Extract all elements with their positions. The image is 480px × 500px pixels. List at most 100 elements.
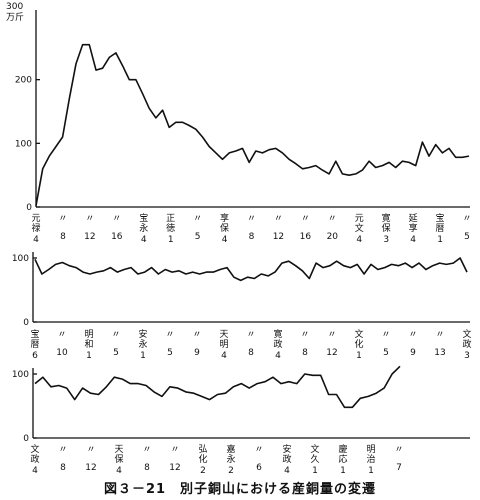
x-tick-era-label: 暦 bbox=[436, 223, 445, 234]
x-tick-year-label: 4 bbox=[116, 466, 122, 476]
x-tick-era-label: 暦 bbox=[30, 339, 39, 350]
x-tick-era-label: 治 bbox=[366, 453, 375, 465]
x-tick-era-label: 徳 bbox=[166, 222, 175, 234]
x-tick-year-label: 3 bbox=[383, 235, 389, 245]
x-tick-era-label: 〃 bbox=[142, 445, 151, 455]
x-tick-year-label: 4 bbox=[141, 235, 147, 245]
x-tick-year-label: 3 bbox=[464, 351, 470, 361]
x-tick-era-label: 文 bbox=[462, 328, 471, 340]
x-tick-year-label: 6 bbox=[256, 463, 262, 473]
x-tick-era-label: 宝 bbox=[30, 328, 39, 340]
x-tick-era-label: 久 bbox=[310, 453, 319, 465]
x-tick-era-label: 〃 bbox=[86, 445, 95, 455]
x-tick-year-label: 7 bbox=[396, 463, 402, 473]
x-tick-year-label: 4 bbox=[33, 235, 39, 245]
x-tick-era-label: 政 bbox=[273, 338, 282, 350]
y-axis-unit-label: 万斤 bbox=[6, 12, 24, 23]
x-tick-era-label: 〃 bbox=[408, 330, 417, 340]
x-tick-era-label: 〃 bbox=[58, 445, 67, 455]
x-tick-year-label: 4 bbox=[221, 351, 227, 361]
x-tick-year-label: 4 bbox=[32, 466, 38, 476]
x-tick-year-label: 5 bbox=[167, 348, 173, 358]
x-tick-era-label: 享 bbox=[220, 212, 229, 224]
x-tick-era-label: 安 bbox=[138, 328, 147, 340]
x-tick-era-label: 〃 bbox=[394, 445, 403, 455]
x-tick-era-label: 永 bbox=[139, 222, 148, 234]
x-tick-era-label: 禄 bbox=[31, 222, 40, 234]
x-tick-era-label: 〃 bbox=[254, 445, 263, 455]
x-tick-era-label: 〃 bbox=[274, 214, 283, 224]
x-tick-era-label: 〃 bbox=[381, 330, 390, 340]
x-tick-year-label: 13 bbox=[434, 348, 445, 358]
y-tick-label: 200 bbox=[15, 76, 32, 86]
x-tick-era-label: 〃 bbox=[435, 330, 444, 340]
x-tick-year-label: 20 bbox=[327, 232, 339, 242]
x-tick-era-label: 寛 bbox=[382, 212, 391, 224]
x-tick-era-label: 化 bbox=[198, 453, 207, 465]
x-tick-year-label: 4 bbox=[275, 351, 281, 361]
x-tick-year-label: 5 bbox=[383, 348, 389, 358]
x-tick-era-label: 享 bbox=[409, 222, 418, 234]
chart-panel-2: 0100宝暦6〃10明和1〃5安永1〃5〃9天明4〃8寛政4〃8〃12文化1〃5… bbox=[12, 252, 472, 361]
x-tick-era-label: 安 bbox=[282, 443, 291, 455]
x-tick-era-label: 保 bbox=[382, 222, 391, 234]
x-tick-year-label: 12 bbox=[326, 348, 337, 358]
x-tick-era-label: 元 bbox=[355, 214, 364, 224]
x-tick-year-label: 4 bbox=[356, 235, 362, 245]
x-tick-era-label: 正 bbox=[166, 214, 175, 224]
x-tick-year-label: 12 bbox=[273, 232, 284, 242]
x-tick-era-label: 宝 bbox=[436, 212, 445, 224]
x-tick-year-label: 1 bbox=[168, 235, 174, 245]
x-tick-year-label: 12 bbox=[85, 463, 96, 473]
x-tick-era-label: 天 bbox=[219, 330, 228, 340]
x-tick-era-label: 政 bbox=[30, 453, 39, 465]
x-tick-year-label: 2 bbox=[200, 466, 206, 476]
x-tick-year-label: 8 bbox=[249, 232, 255, 242]
x-tick-era-label: 元 bbox=[31, 214, 40, 224]
production-series-line bbox=[34, 365, 401, 409]
x-tick-year-label: 1 bbox=[140, 351, 146, 361]
x-tick-era-label: 延 bbox=[409, 212, 418, 224]
x-tick-era-label: 保 bbox=[114, 453, 123, 465]
x-tick-year-label: 8 bbox=[60, 232, 66, 242]
chart-panel-1: 0100200300万斤元禄4〃8〃12〃16宝永4正徳1〃5享保4〃8〃12〃… bbox=[6, 2, 472, 245]
production-series-line bbox=[35, 43, 470, 206]
x-tick-era-label: 天 bbox=[114, 445, 123, 455]
x-tick-era-label: 〃 bbox=[57, 330, 66, 340]
x-tick-year-label: 8 bbox=[248, 348, 254, 358]
x-tick-year-label: 1 bbox=[437, 235, 443, 245]
x-tick-year-label: 12 bbox=[84, 232, 95, 242]
x-tick-year-label: 5 bbox=[113, 348, 119, 358]
figure-caption: 図３－21 別子銅山における産銅量の変遷 bbox=[103, 482, 377, 497]
x-tick-year-label: 1 bbox=[312, 466, 318, 476]
y-axis-unit-label: 300 bbox=[6, 2, 23, 12]
x-tick-era-label: 〃 bbox=[85, 214, 94, 224]
x-tick-era-label: 文 bbox=[354, 328, 363, 340]
x-tick-era-label: 応 bbox=[338, 453, 347, 465]
x-tick-year-label: 6 bbox=[32, 351, 38, 361]
x-tick-year-label: 5 bbox=[464, 232, 470, 242]
x-tick-era-label: 弘 bbox=[198, 444, 207, 455]
x-tick-era-label: 和 bbox=[84, 339, 93, 350]
x-tick-year-label: 4 bbox=[410, 235, 416, 245]
x-tick-year-label: 1 bbox=[86, 351, 92, 361]
x-tick-era-label: 文 bbox=[30, 443, 39, 455]
x-tick-era-label: 永 bbox=[226, 453, 235, 465]
x-tick-era-label: 〃 bbox=[300, 330, 309, 340]
y-tick-label: 0 bbox=[23, 318, 29, 328]
x-tick-era-label: 政 bbox=[462, 338, 471, 350]
x-tick-year-label: 8 bbox=[302, 348, 308, 358]
x-tick-era-label: 文 bbox=[355, 222, 364, 234]
x-tick-year-label: 10 bbox=[56, 348, 68, 358]
x-tick-year-label: 2 bbox=[228, 466, 234, 476]
y-tick-label: 0 bbox=[26, 203, 32, 213]
x-tick-era-label: 寛 bbox=[273, 328, 282, 340]
x-tick-era-label: 〃 bbox=[58, 214, 67, 224]
x-tick-year-label: 8 bbox=[60, 463, 66, 473]
x-tick-era-label: 明 bbox=[219, 339, 228, 350]
x-tick-era-label: 〃 bbox=[165, 330, 174, 340]
x-tick-year-label: 5 bbox=[195, 232, 201, 242]
y-tick-label: 100 bbox=[12, 370, 29, 380]
x-tick-era-label: 宝 bbox=[139, 212, 148, 224]
x-tick-era-label: 化 bbox=[354, 338, 363, 350]
